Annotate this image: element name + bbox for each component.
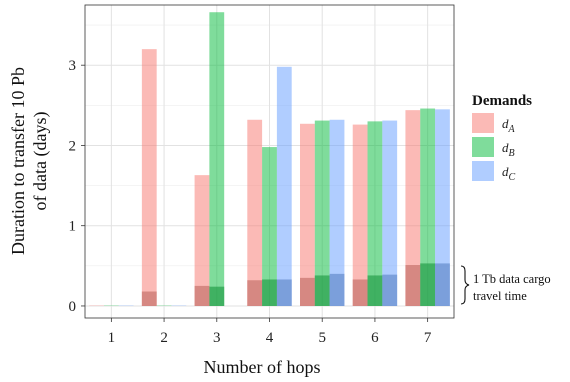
cargo-bar-shade [314,275,330,306]
cargo-bar-shade [247,280,263,306]
cargo-bar-shade [209,286,225,306]
legend-label: dC [502,164,516,183]
cargo-bar-shade [300,277,315,306]
y-axis-title-line-2: of data (days) [30,112,51,211]
cargo-bar-shade [435,263,450,306]
y-axis-title-line-1: Duration to transfer 10 Pb [8,67,28,255]
bar [314,120,330,306]
legend-items: dA dB dC [472,113,516,183]
annotation-line-2: travel time [473,289,527,303]
cargo-bar [247,280,263,306]
x-tick-label: 2 [160,330,168,346]
bar [141,49,157,306]
cargo-bar [209,286,225,306]
bar [194,175,210,306]
bar [352,124,368,306]
y-tick-label: 3 [69,58,77,74]
legend-title: Demands [472,93,532,109]
cargo-bar-shade [420,263,436,306]
legend: Demands dA dB dC [472,93,532,183]
x-tick-label: 1 [108,330,116,346]
bar [276,66,292,306]
axis-layer: 0 1 2 3 1 2 3 4 5 6 7 [69,58,432,346]
cargo-annotation: 1 Tb data cargo travel time [460,265,551,305]
bar [382,120,398,306]
bar [405,110,421,306]
cargo-bar [352,279,368,306]
brace-icon [460,265,470,305]
cargo-bar [382,274,398,306]
x-axis-title: Number of hops [204,357,321,377]
legend-swatch [472,137,494,157]
x-tick-label: 6 [371,330,379,346]
x-tick-label: 5 [318,330,326,346]
cargo-bar [276,279,292,306]
bar [247,119,263,306]
cargo-bar-shade [405,265,421,306]
cargo-bar [314,275,330,306]
cargo-bar [405,265,421,306]
legend-label: dA [502,116,516,135]
y-tick-label: 2 [69,138,77,154]
cargo-bar [141,291,157,306]
cargo-bar-shade [352,279,368,306]
x-tick-label: 7 [424,330,432,346]
cargo-bar [420,263,436,306]
legend-label: dB [502,140,515,159]
x-tick-label: 3 [213,330,221,346]
cargo-bar-shade [194,285,210,306]
y-axis-title: Duration to transfer 10 Pb of data (days… [8,67,51,255]
y-tick-label: 1 [69,219,77,235]
bar [435,109,450,306]
cargo-bar [194,285,210,306]
bars-layer [89,12,450,306]
legend-swatch [472,113,494,133]
bar [262,147,277,306]
bar [329,119,345,306]
annotation-line-1: 1 Tb data cargo [473,272,551,286]
bar [420,108,436,306]
bar [300,123,315,306]
cargo-bar [435,263,450,306]
cargo-bar [300,277,315,306]
cargo-bar-shade [329,273,345,306]
cargo-bar-shade [276,279,292,306]
legend-swatch [472,161,494,181]
x-tick-label: 4 [266,330,274,346]
bar [367,121,383,306]
plot-panel-border [84,4,455,319]
cargo-bar [367,275,383,306]
cargo-bar [329,273,345,306]
cargo-bar-shade [262,279,277,306]
bar [209,12,225,306]
cargo-bar-shade [382,274,398,306]
cargo-bar [262,279,277,306]
y-tick-label: 0 [69,299,77,315]
cargo-bar-shade [367,275,383,306]
cargo-bar-shade [141,291,157,306]
